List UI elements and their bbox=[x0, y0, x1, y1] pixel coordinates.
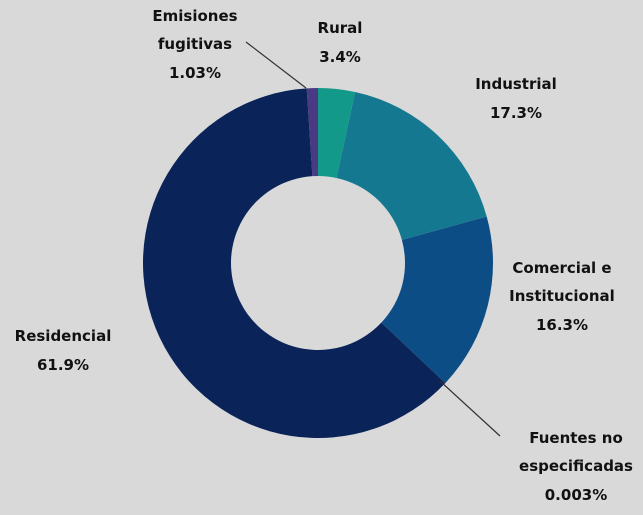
category-label: Fuentes no especificadas bbox=[519, 429, 633, 475]
slice-label: Comercial e Institucional 16.3% bbox=[497, 254, 627, 340]
donut-slice bbox=[336, 91, 487, 240]
category-label: Rural bbox=[317, 19, 363, 37]
donut-slice bbox=[381, 216, 493, 383]
category-label: Emisiones fugitivas bbox=[152, 7, 238, 53]
category-label: Comercial e Institucional bbox=[509, 259, 615, 305]
leader-line bbox=[439, 380, 501, 437]
value-label: 0.003% bbox=[544, 486, 608, 504]
donut-slice bbox=[318, 88, 356, 178]
value-label: 1.03% bbox=[168, 64, 222, 82]
slice-label: Industrial 17.3% bbox=[456, 70, 576, 128]
slice-label: Rural 3.4% bbox=[300, 14, 380, 72]
value-label: 17.3% bbox=[489, 104, 543, 122]
leader-line bbox=[245, 41, 307, 89]
category-label: Industrial bbox=[475, 75, 557, 93]
slice-label: Residencial 61.9% bbox=[8, 322, 118, 380]
slice-label: Emisiones fugitivas 1.03% bbox=[140, 2, 250, 88]
donut-slice bbox=[306, 88, 318, 177]
value-label: 16.3% bbox=[535, 316, 589, 334]
category-label: Residencial bbox=[14, 327, 112, 345]
donut-slice bbox=[142, 88, 446, 439]
donut-slice bbox=[381, 322, 446, 384]
value-label: 61.9% bbox=[36, 356, 90, 374]
slice-label: Fuentes no especificadas 0.003% bbox=[509, 424, 643, 510]
value-label: 3.4% bbox=[319, 48, 361, 66]
